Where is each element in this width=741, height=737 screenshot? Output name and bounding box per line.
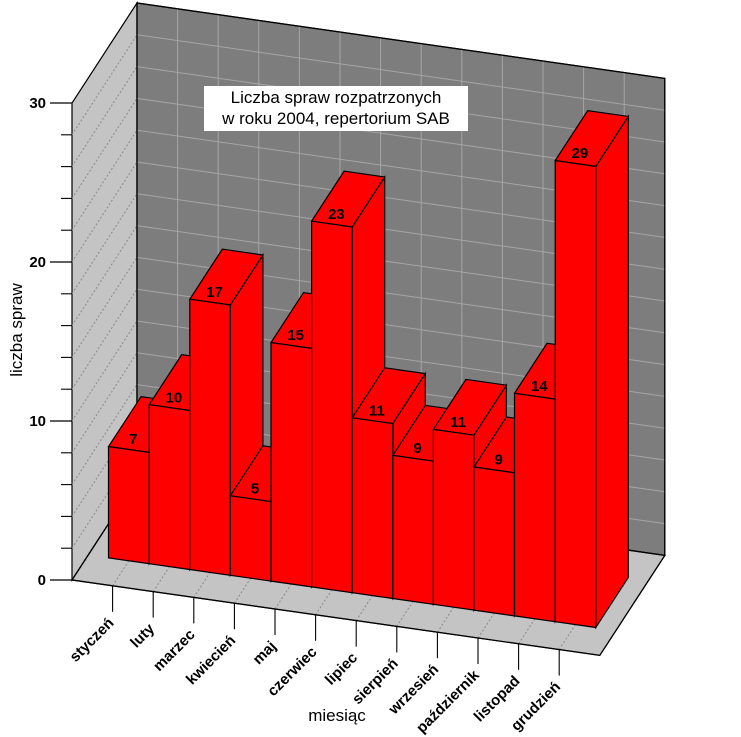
- bar-front-face: [270, 341, 313, 588]
- x-category-label: maj: [250, 638, 280, 668]
- chart-title-box: Liczba spraw rozpatrzonych w roku 2004, …: [204, 86, 468, 131]
- x-category-label: styczeń: [66, 615, 117, 666]
- y-tick-label: 20: [29, 254, 46, 271]
- bar-front-face: [473, 466, 516, 617]
- bar-value-label: 10: [166, 389, 183, 406]
- y-tick-label: 30: [29, 95, 46, 112]
- back-wall-h-gridline: [136, 34, 665, 111]
- bar-value-label: 9: [495, 452, 503, 469]
- bar-front-face: [432, 428, 475, 611]
- bar-side-face: [595, 114, 629, 630]
- x-axis-title: miesiąc: [308, 706, 366, 725]
- bar-front-face: [513, 392, 556, 623]
- bar-value-label: 14: [531, 378, 548, 395]
- bar-front-face: [351, 417, 394, 600]
- bar-value-label: 9: [413, 440, 421, 457]
- bar-value-label: 15: [287, 327, 304, 344]
- bar-front-face: [311, 220, 353, 594]
- bar-value-label: 29: [572, 145, 589, 162]
- bar-value-label: 11: [450, 414, 466, 431]
- chart-title-line2: w roku 2004, repertorium SAB: [222, 109, 450, 128]
- bar-front-face: [189, 298, 231, 576]
- bar-front-face: [107, 445, 150, 565]
- bar-grudzień: 29: [554, 109, 630, 630]
- bar-front-face: [148, 404, 191, 571]
- bar-front-face: [392, 454, 434, 605]
- y-tick-label: 10: [29, 413, 46, 430]
- bar-value-label: 5: [251, 480, 259, 497]
- bar-value-label: 7: [129, 431, 137, 448]
- x-category-label: lipiec: [322, 649, 361, 688]
- x-category-label: luty: [127, 620, 158, 651]
- bar-value-label: 11: [369, 402, 385, 419]
- chart-title-line1: Liczba spraw rozpatrzonych: [230, 88, 442, 107]
- bar-value-label: 17: [206, 284, 223, 301]
- bar-value-label: 23: [328, 206, 345, 223]
- bar-front-face: [229, 495, 272, 582]
- y-axis-title: liczba spraw: [7, 283, 26, 377]
- bar-front-face: [554, 159, 597, 629]
- y-tick-label: 0: [38, 572, 46, 589]
